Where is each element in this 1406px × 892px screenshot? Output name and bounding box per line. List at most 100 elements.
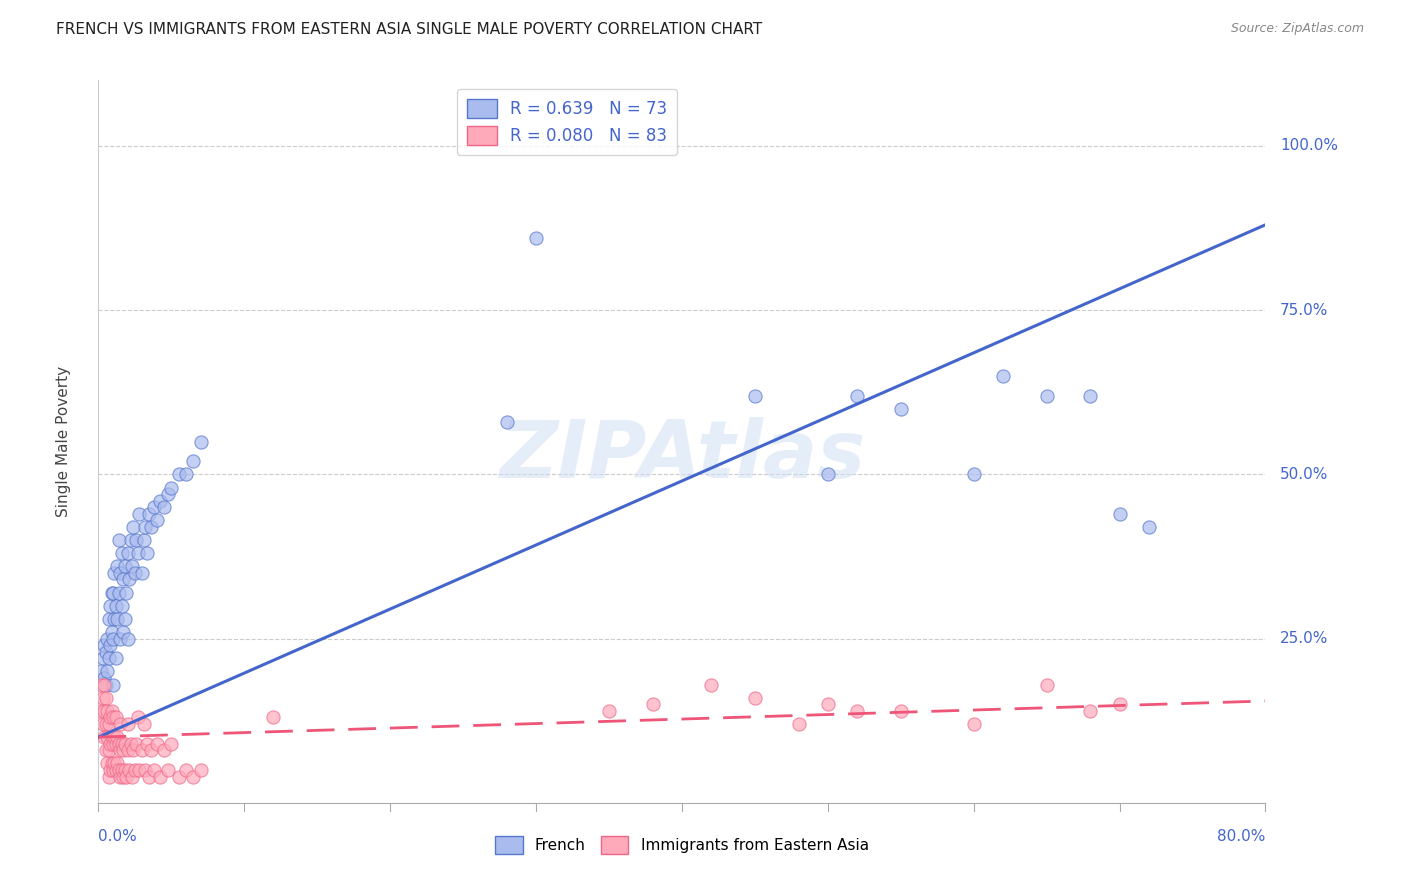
Point — [153, 743, 176, 757]
Point — [98, 737, 121, 751]
Point — [118, 763, 141, 777]
Point — [93, 638, 115, 652]
Point — [817, 467, 839, 482]
Point — [101, 763, 124, 777]
Point — [131, 566, 153, 580]
Point — [132, 533, 155, 547]
Point — [598, 704, 620, 718]
Point — [93, 677, 115, 691]
Point — [90, 677, 112, 691]
Point — [104, 737, 127, 751]
Point — [167, 770, 190, 784]
Point — [124, 763, 146, 777]
Point — [103, 566, 125, 580]
Text: Source: ZipAtlas.com: Source: ZipAtlas.com — [1230, 22, 1364, 36]
Point — [890, 401, 912, 416]
Point — [121, 559, 143, 574]
Point — [124, 566, 146, 580]
Point — [101, 737, 124, 751]
Point — [100, 625, 122, 640]
Point — [98, 763, 121, 777]
Point — [524, 231, 547, 245]
Point — [174, 467, 197, 482]
Point — [962, 467, 984, 482]
Point — [111, 763, 134, 777]
Point — [101, 585, 124, 599]
Point — [105, 756, 128, 771]
Point — [125, 737, 148, 751]
Point — [97, 770, 120, 784]
Point — [103, 612, 125, 626]
Point — [114, 559, 136, 574]
Point — [96, 756, 118, 771]
Point — [94, 645, 117, 659]
Point — [94, 743, 117, 757]
Point — [142, 500, 165, 515]
Point — [110, 770, 132, 784]
Point — [97, 717, 120, 731]
Point — [90, 665, 112, 679]
Point — [93, 730, 115, 744]
Point — [110, 566, 132, 580]
Point — [100, 585, 122, 599]
Point — [100, 730, 122, 744]
Text: 75.0%: 75.0% — [1279, 302, 1329, 318]
Point — [104, 763, 127, 777]
Point — [110, 632, 132, 646]
Point — [991, 368, 1014, 383]
Point — [117, 546, 139, 560]
Text: 25.0%: 25.0% — [1279, 632, 1329, 646]
Point — [120, 737, 142, 751]
Point — [110, 717, 132, 731]
Point — [1035, 388, 1057, 402]
Point — [97, 612, 120, 626]
Point — [128, 763, 150, 777]
Point — [1108, 698, 1130, 712]
Text: 80.0%: 80.0% — [1218, 829, 1265, 844]
Point — [112, 770, 135, 784]
Point — [94, 677, 117, 691]
Point — [127, 710, 149, 724]
Point — [90, 704, 112, 718]
Point — [108, 533, 131, 547]
Text: 100.0%: 100.0% — [1279, 138, 1339, 153]
Point — [157, 487, 180, 501]
Point — [787, 717, 810, 731]
Point — [115, 770, 138, 784]
Point — [114, 763, 136, 777]
Point — [122, 520, 145, 534]
Point — [96, 704, 118, 718]
Point — [112, 573, 135, 587]
Point — [744, 388, 766, 402]
Point — [134, 763, 156, 777]
Point — [94, 690, 117, 705]
Point — [103, 756, 125, 771]
Point — [890, 704, 912, 718]
Point — [93, 704, 115, 718]
Point — [101, 632, 124, 646]
Point — [94, 717, 117, 731]
Point — [91, 717, 114, 731]
Point — [96, 632, 118, 646]
Point — [153, 500, 176, 515]
Point — [135, 737, 157, 751]
Point — [138, 770, 160, 784]
Point — [108, 585, 131, 599]
Point — [97, 651, 120, 665]
Text: FRENCH VS IMMIGRANTS FROM EASTERN ASIA SINGLE MALE POVERTY CORRELATION CHART: FRENCH VS IMMIGRANTS FROM EASTERN ASIA S… — [56, 22, 762, 37]
Point — [142, 763, 165, 777]
Point — [190, 434, 212, 449]
Point — [139, 520, 162, 534]
Point — [108, 737, 131, 751]
Point — [1080, 704, 1102, 718]
Point — [105, 612, 128, 626]
Point — [96, 730, 118, 744]
Point — [120, 533, 142, 547]
Point — [101, 677, 124, 691]
Point — [100, 704, 122, 718]
Point — [98, 710, 121, 724]
Point — [101, 710, 124, 724]
Point — [138, 507, 160, 521]
Point — [139, 743, 162, 757]
Text: ZIPAtlas: ZIPAtlas — [499, 417, 865, 495]
